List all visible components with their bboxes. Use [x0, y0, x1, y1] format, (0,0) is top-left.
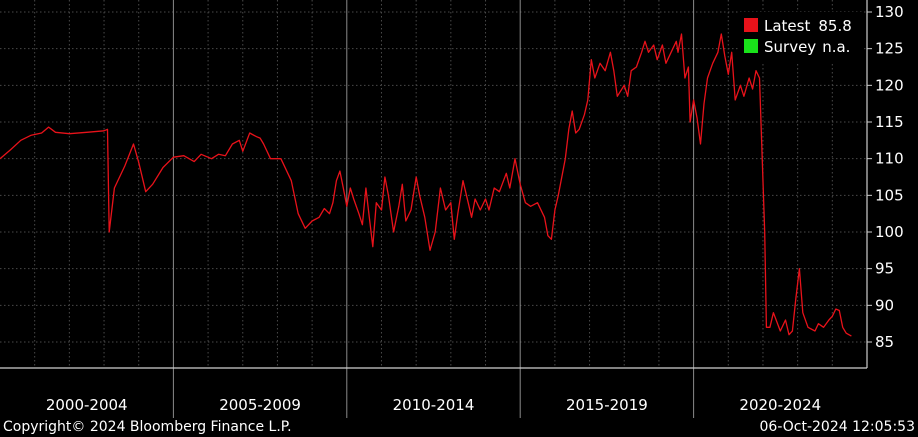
y-tick-label: 95	[875, 260, 894, 278]
y-tick-label: 115	[875, 113, 904, 131]
x-period-label: 2015-2019	[566, 396, 648, 414]
y-axis-ticks: 85 90 95 100 105 110 115 120 125 130	[867, 3, 904, 351]
x-axis-periods: 2000-2004 2005-2009 2010-2014 2015-2019 2020…	[46, 396, 821, 414]
x-period-label: 2010-2014	[393, 396, 475, 414]
y-tick-label: 90	[875, 296, 894, 314]
copyright-text: Copyright© 2024 Bloomberg Finance L.P.	[3, 419, 292, 435]
y-tick-label: 105	[875, 186, 904, 204]
legend-background	[738, 12, 862, 62]
legend: Latest 85.8 Survey n.a.	[738, 12, 862, 62]
grid-lines	[0, 0, 867, 368]
y-tick-label: 125	[875, 40, 904, 58]
period-dividers	[172, 0, 695, 418]
legend-swatch-survey	[744, 39, 758, 53]
y-tick-label: 100	[875, 223, 904, 241]
x-period-label: 2005-2009	[219, 396, 301, 414]
legend-label-latest: Latest 85.8	[764, 17, 852, 35]
y-tick-label: 120	[875, 76, 904, 94]
y-tick-label: 130	[875, 3, 904, 21]
legend-swatch-latest	[744, 18, 758, 32]
legend-label-survey: Survey n.a.	[764, 38, 850, 56]
series-line-latest	[0, 33, 852, 337]
y-tick-label: 85	[875, 333, 894, 351]
y-tick-label: 110	[875, 150, 904, 168]
x-period-label: 2000-2004	[46, 396, 128, 414]
x-period-label: 2020-2024	[739, 396, 821, 414]
timestamp-text: 06-Oct-2024 12:05:53	[760, 419, 915, 435]
